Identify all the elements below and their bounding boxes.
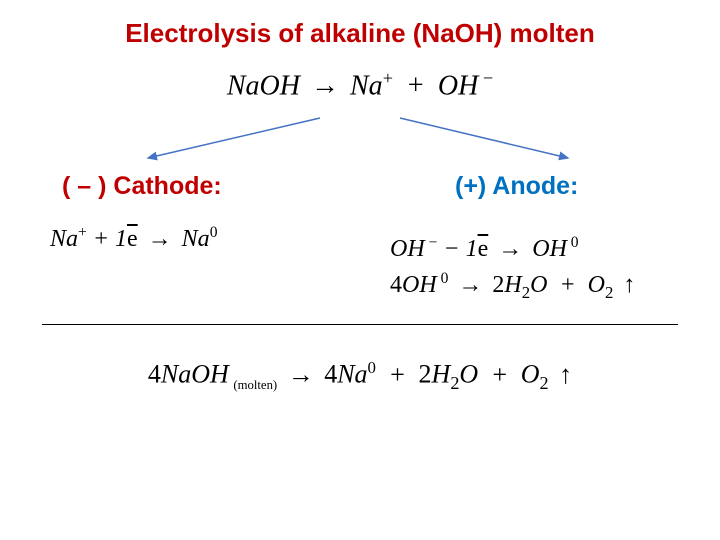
divider-line [42, 324, 678, 325]
cathode-equation: Na+ + 1e → Na0 [50, 224, 217, 253]
anode-equation-1: OH − − 1e → OH 0 [390, 234, 579, 263]
anode-equation-2: 4OH 0 → 2H2O + O2 ↑ [390, 270, 635, 303]
arrow-to-anode [400, 118, 568, 158]
dissociation-equation: NaOH → Na+ + OH − [0, 68, 720, 102]
overall-equation: 4NaOH (molten) → 4Na0 + 2H2O + O2 ↑ [0, 358, 720, 394]
page-title: Electrolysis of alkaline (NaOH) molten [0, 18, 720, 49]
anode-label: (+) Anode: [455, 172, 578, 201]
cathode-label: ( – ) Cathode: [62, 172, 222, 201]
arrow-to-cathode [148, 118, 320, 158]
branch-arrows [0, 110, 720, 170]
